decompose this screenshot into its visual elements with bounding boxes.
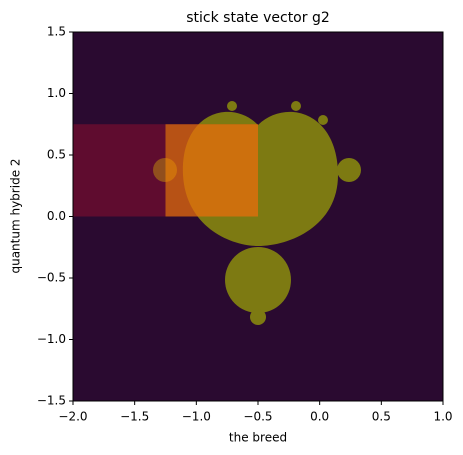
x-tick-label: −1.0 bbox=[182, 410, 211, 424]
bulb bbox=[225, 247, 291, 313]
x-tick-label: −0.5 bbox=[243, 410, 272, 424]
y-tick-label: −1.0 bbox=[37, 332, 66, 346]
x-tick-label: 1.0 bbox=[433, 410, 452, 424]
x-tick-label: −1.5 bbox=[120, 410, 149, 424]
y-tick-label: −1.5 bbox=[37, 394, 66, 408]
bulb bbox=[318, 115, 328, 125]
y-axis-label: quantum hybride 2 bbox=[9, 158, 23, 273]
y-tick-label: 1.0 bbox=[47, 86, 66, 100]
y-tick-label: 1.5 bbox=[47, 25, 66, 39]
highlight-region bbox=[165, 124, 258, 217]
y-tick-label: −0.5 bbox=[37, 271, 66, 285]
y-tick-label: 0.0 bbox=[47, 209, 66, 223]
overlays bbox=[73, 124, 258, 217]
x-tick-label: 0.0 bbox=[310, 410, 329, 424]
x-tick-label: −2.0 bbox=[58, 410, 87, 424]
bulb bbox=[227, 101, 237, 111]
x-tick-label: 0.5 bbox=[372, 410, 391, 424]
bulb bbox=[337, 158, 361, 182]
bulb bbox=[291, 101, 301, 111]
bulb bbox=[250, 309, 266, 325]
x-axis-label: the breed bbox=[229, 431, 287, 445]
y-tick-label: 0.5 bbox=[47, 148, 66, 162]
chart-title: stick state vector g2 bbox=[186, 10, 330, 26]
